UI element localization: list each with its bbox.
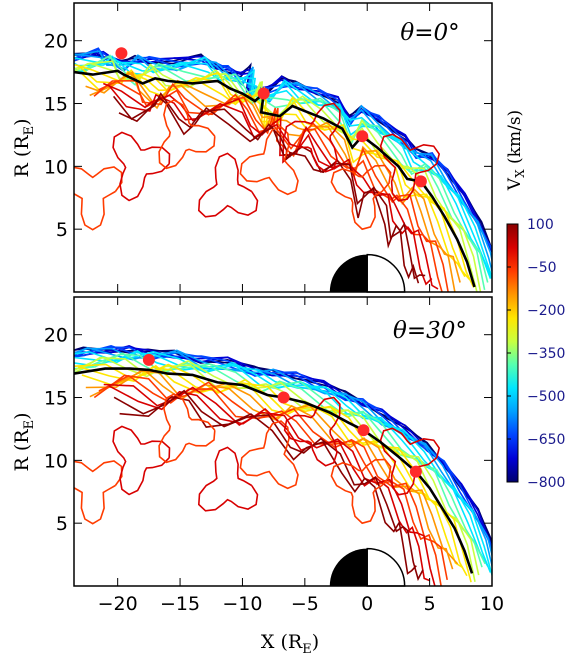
- contour-line: [74, 57, 492, 281]
- x-tick-label: −10: [222, 593, 262, 615]
- y-ticks-top: 5 10 15 20: [44, 31, 492, 241]
- earth-icon: [329, 547, 406, 587]
- contour-line: [107, 84, 433, 286]
- y-axis-label-bottom: R (RE): [11, 413, 37, 472]
- contour-line: [197, 446, 259, 512]
- contour-line: [108, 385, 430, 582]
- contour-line: [283, 102, 341, 173]
- plot-frame-bottom: [73, 296, 493, 587]
- x-tick-label: 0: [361, 593, 373, 615]
- contour-line: [197, 152, 259, 218]
- markers-top: [115, 47, 427, 188]
- contour-line: [113, 389, 424, 582]
- plot-frame-top: [73, 2, 493, 293]
- contour-line: [89, 369, 454, 570]
- y-ticks-bottom: 5 10 15 20: [44, 325, 492, 535]
- earth-night-side: [329, 254, 368, 292]
- contours-bottom: [74, 344, 492, 586]
- contour-line: [283, 396, 341, 467]
- colorbar-tick-label: −650: [527, 432, 565, 448]
- contour-line: [98, 80, 443, 292]
- panel-top: 5 10 15 20 θ=0° R (RE): [11, 2, 493, 293]
- marker-point: [257, 87, 270, 100]
- y-tick-label: 10: [44, 450, 68, 472]
- contour-line: [89, 70, 456, 292]
- contour-line: [74, 166, 123, 231]
- x-tick-label: −5: [291, 593, 319, 615]
- contour-line: [74, 460, 123, 525]
- contour-line: [93, 79, 449, 292]
- earth-day-side: [366, 547, 406, 587]
- colorbar-tick-label: −50: [527, 260, 557, 276]
- contour-line: [330, 164, 392, 231]
- marker-point: [356, 130, 369, 143]
- y-tick-label: 20: [44, 325, 68, 347]
- contours-top: [74, 47, 492, 292]
- y-tick-label: 15: [44, 94, 68, 116]
- x-ticks-top: [117, 3, 493, 292]
- colorbar-tick-label: 100: [527, 217, 554, 233]
- contour-line: [158, 393, 216, 464]
- contour-line: [77, 365, 468, 577]
- contour-line: [158, 99, 216, 170]
- contour-line: [112, 131, 171, 202]
- panel-label-bottom: θ=30°: [393, 318, 467, 344]
- boundary-line-top: [74, 69, 476, 288]
- x-tick-label: −15: [160, 593, 200, 615]
- boundary-line-bottom: [74, 367, 474, 574]
- earth-night-side: [329, 548, 368, 586]
- x-tick-label: −20: [98, 593, 138, 615]
- colorbar-tick-label: −800: [527, 475, 565, 491]
- y-tick-label: 10: [44, 156, 68, 178]
- contour-line: [112, 425, 171, 496]
- colorbar: 100 −50 −200 −350 −500 −650 −800 VX (km/s): [505, 110, 565, 491]
- x-tick-label: 10: [480, 593, 504, 615]
- marker-point: [142, 353, 155, 366]
- contour-line: [239, 420, 299, 490]
- y-axis-label-top: R (RE): [11, 119, 37, 178]
- colorbar-tick-label: −500: [527, 389, 565, 405]
- y-tick-label: 5: [56, 513, 68, 535]
- markers-bottom: [142, 353, 422, 478]
- contour-line: [85, 71, 461, 283]
- contour-line: [239, 126, 299, 196]
- y-tick-label: 5: [56, 219, 68, 241]
- y-tick-label: 15: [44, 388, 68, 410]
- x-axis-label: X (RE): [261, 631, 319, 657]
- contour-line: [119, 395, 417, 575]
- x-ticks-bottom: −20 −15 −10 −5 0 5 10: [98, 297, 504, 615]
- earth-day-side: [366, 253, 406, 293]
- marker-point: [414, 175, 427, 188]
- panel-bottom: 5 10 15 20 −20 −15 −10 −5 0 5 10 θ=30° R (RE) X (…: [11, 296, 504, 657]
- colorbar-ticks: 100 −50 −200 −350 −500 −650 −800: [507, 217, 565, 491]
- marker-point: [357, 424, 370, 437]
- contour-line: [330, 458, 392, 525]
- y-tick-label: 20: [44, 31, 68, 53]
- marker-point: [409, 465, 422, 478]
- x-tick-label: 5: [424, 593, 436, 615]
- marker-point: [115, 47, 128, 60]
- contour-line: [85, 369, 459, 565]
- colorbar-tick-label: −350: [527, 346, 565, 362]
- marker-point: [277, 391, 290, 404]
- contour-line: [74, 60, 482, 292]
- colorbar-title: VX (km/s): [505, 110, 527, 191]
- panel-label-top: θ=0°: [400, 20, 459, 46]
- colorbar-tick-label: −200: [527, 303, 565, 319]
